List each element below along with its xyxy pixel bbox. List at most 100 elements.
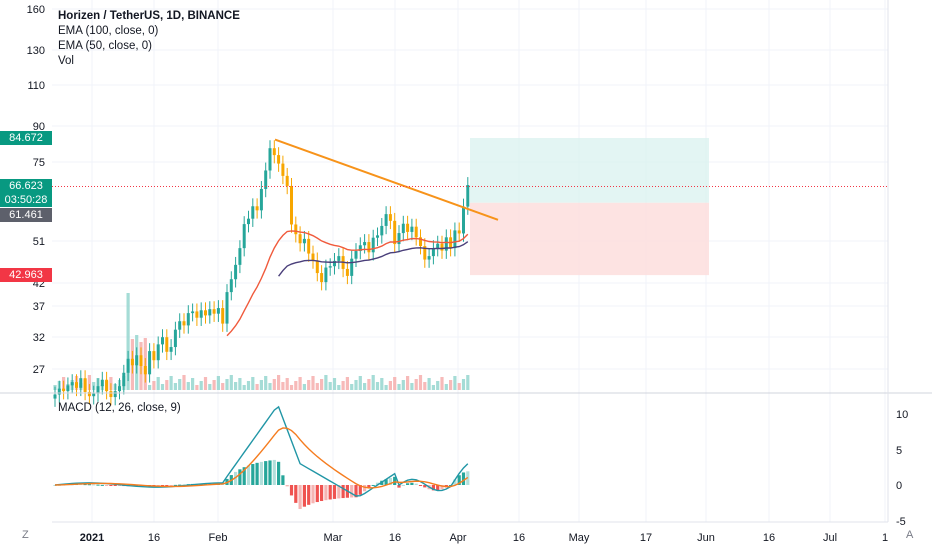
- volume-bar: [332, 378, 337, 390]
- stop-price-tag: 42.963: [0, 268, 52, 282]
- candle: [191, 311, 195, 314]
- candle: [259, 188, 263, 211]
- candle: [393, 220, 397, 245]
- candle: [216, 308, 220, 314]
- volume-bar: [255, 384, 259, 390]
- symbol-title[interactable]: Horizen / TetherUS, 1D, BINANCE: [58, 10, 240, 22]
- volume-bar: [431, 385, 435, 390]
- macd-histogram-bar: [87, 484, 91, 486]
- macd-histogram-bar: [182, 484, 186, 486]
- candle: [62, 388, 66, 392]
- macd-histogram-bar: [307, 485, 311, 505]
- candle: [100, 379, 104, 387]
- candle: [70, 382, 74, 386]
- macd-axis[interactable]: 10 5 0 -5: [896, 409, 908, 528]
- candle: [221, 308, 225, 324]
- long-position-target-zone[interactable]: [470, 138, 709, 203]
- candle: [264, 170, 268, 189]
- macd-histogram-bar: [298, 485, 302, 509]
- candle: [414, 226, 418, 238]
- candle: [109, 391, 113, 398]
- volume-bar: [169, 376, 173, 390]
- candle: [57, 388, 61, 395]
- time-tick-label: Apr: [449, 532, 466, 544]
- macd-histogram-bar: [238, 469, 242, 485]
- volume-bar: [264, 376, 268, 390]
- auto-scale-button[interactable]: A: [906, 529, 914, 541]
- zoom-reset-button[interactable]: Z: [22, 529, 29, 541]
- macd-histogram-bar: [277, 461, 281, 485]
- macd-histogram-bar: [332, 485, 337, 499]
- volume-bar: [354, 380, 358, 390]
- time-tick-label: Jun: [697, 532, 715, 544]
- candle: [453, 230, 457, 249]
- ema50-legend[interactable]: EMA (50, close, 0): [58, 40, 152, 52]
- candle: [118, 386, 121, 392]
- macd-legend[interactable]: MACD (12, 26, close, 9): [58, 402, 181, 414]
- candle: [423, 246, 427, 260]
- macd-histogram-bar: [92, 484, 96, 486]
- candle: [272, 148, 276, 156]
- volume-bar: [315, 383, 319, 390]
- candle: [328, 266, 332, 268]
- macd-histogram-bar: [397, 485, 401, 488]
- volume-bar: [388, 381, 392, 390]
- candle: [371, 237, 375, 253]
- volume-bar: [457, 383, 461, 390]
- macd-histogram-bar: [156, 485, 160, 486]
- macd-tick-label: 5: [896, 445, 902, 457]
- volume-bar: [216, 376, 220, 390]
- candle: [165, 337, 169, 352]
- candle: [92, 393, 96, 397]
- candle: [363, 242, 367, 246]
- candle: [75, 382, 78, 388]
- candle: [367, 242, 371, 253]
- trendline[interactable]: [274, 138, 499, 221]
- candle: [298, 234, 302, 244]
- macd-histogram-bar: [251, 464, 255, 485]
- volume-bar: [440, 377, 444, 390]
- volume-bar: [410, 383, 414, 390]
- candle: [290, 185, 293, 225]
- macd-histogram-bar: [264, 461, 268, 485]
- candle: [199, 310, 203, 318]
- price-tick-label: 130: [27, 45, 45, 57]
- candle: [462, 206, 465, 234]
- macd-histogram-bar: [268, 460, 272, 485]
- candle: [182, 321, 186, 326]
- candle: [281, 163, 285, 176]
- candle: [285, 175, 289, 186]
- volume-bar: [384, 385, 388, 390]
- candle: [66, 385, 70, 392]
- candle: [427, 256, 431, 260]
- candle: [350, 258, 354, 276]
- macd-histogram-bar: [255, 462, 259, 485]
- volume-bar: [221, 383, 225, 390]
- candle: [307, 238, 311, 254]
- macd-histogram-bar: [315, 485, 319, 503]
- candle: [161, 337, 164, 345]
- time-axis[interactable]: 2021 16 Feb Mar 16 Apr 16 May 17 Jun 16 Jul 1: [80, 532, 888, 544]
- macd-histogram-bar: [350, 485, 354, 498]
- macd-histogram-bar: [388, 477, 392, 485]
- macd-histogram-bar: [169, 485, 173, 486]
- volume-legend[interactable]: Vol: [58, 55, 74, 67]
- long-position-stop-zone[interactable]: [470, 202, 709, 276]
- price-tick-label: 90: [33, 121, 45, 133]
- candle: [53, 394, 57, 399]
- macd-histogram-bar: [285, 485, 289, 487]
- candle: [406, 223, 410, 232]
- volume-bars: [53, 293, 470, 390]
- ema100-legend[interactable]: EMA (100, close, 0): [58, 25, 159, 37]
- volume-bar: [229, 375, 233, 390]
- macd-histogram-bar: [436, 485, 440, 491]
- volume-bar: [302, 384, 306, 390]
- macd-histogram-bar: [320, 485, 324, 502]
- macd-histogram-bar: [457, 475, 461, 485]
- volume-bar: [212, 380, 216, 390]
- time-tick-label: 16: [389, 532, 401, 544]
- volume-bar: [341, 381, 345, 390]
- candle: [380, 225, 384, 236]
- volume-bar: [427, 378, 431, 390]
